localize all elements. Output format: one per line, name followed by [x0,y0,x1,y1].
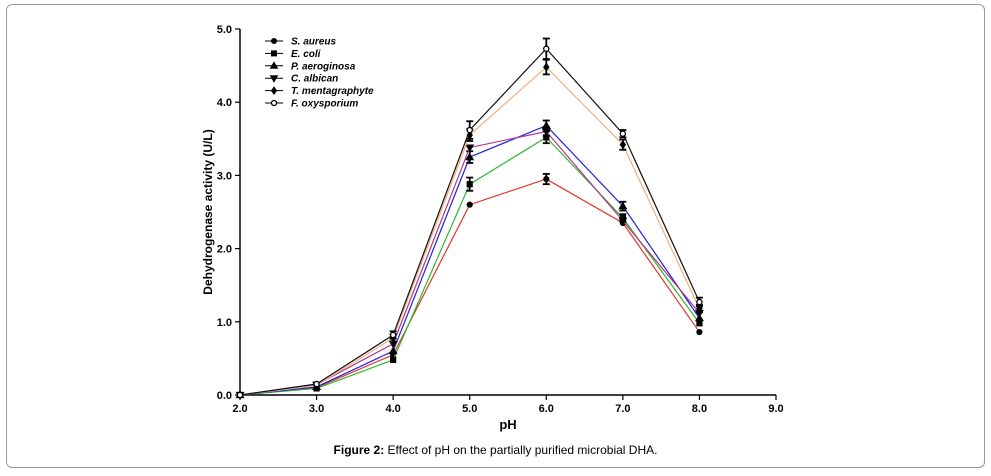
data-point-triangle-up [618,201,628,210]
y-tick-label: 5.0 [217,24,232,36]
y-tick-label: 1.0 [217,317,232,329]
x-tick-label: 3.0 [309,403,324,415]
x-tick-label: 2.0 [232,403,247,415]
data-point-square [466,181,473,188]
legend-item: P. aeroginosa [265,61,356,72]
legend-label: S. aureus [291,37,336,48]
series-f-oxysporium [236,37,703,399]
data-point-open-circle [696,298,703,306]
data-point-square [271,50,277,57]
series-p-aeroginosa [235,119,704,399]
y-axis-title: Dehydrogenase activity (U/L) [201,129,215,294]
data-point-open-circle [466,126,473,134]
chart-series-layer [235,37,704,400]
data-point-open-circle [236,391,244,399]
legend-label: C. albican [291,74,338,85]
x-tick-label: 9.0 [768,403,783,415]
data-point-square [696,320,703,327]
data-point-open-circle [619,130,627,137]
data-point-open-circle [543,45,550,53]
data-point-triangle-down [269,75,279,83]
x-tick-label: 7.0 [615,403,630,415]
data-point-open-circle [313,380,320,388]
data-point-triangle-down [541,128,551,137]
data-point-circle [696,328,703,336]
series-line [239,130,700,396]
data-point-open-circle [389,331,397,339]
figure-caption: Figure 2: Effect of pH on the partially … [0,443,991,457]
data-point-circle [543,175,550,183]
data-point-square [390,356,397,363]
legend-item: T. mentagraphyte [265,86,374,97]
data-point-triangle-up [388,346,398,355]
legend-item: S. aureus [265,37,336,48]
series-line [239,178,700,396]
legend-label: T. mentagraphyte [291,86,374,97]
y-tick-label: 4.0 [217,97,232,109]
y-tick-label: 2.0 [217,244,232,256]
x-tick-label: 5.0 [462,403,477,415]
legend-label: E. coli [291,49,321,60]
series-line [239,136,700,396]
x-axis-title: pH [499,417,516,432]
data-point-open-circle [270,99,278,107]
y-tick-label: 0.0 [217,390,232,402]
x-tick-label: 4.0 [385,403,400,415]
data-point-circle [271,38,277,44]
legend-item: E. coli [265,49,321,60]
data-point-diamond [619,140,627,150]
series-line [239,66,700,396]
data-point-diamond [270,86,278,95]
data-point-triangle-down [618,217,628,226]
data-point-triangle-up [694,313,704,322]
chart-axes: 2.0 3.0 4.0 5.0 6.0 7.0 8.0 9.0 0.0 1.0 2.0 3.0 4.0 5… [217,24,784,415]
series-line [239,124,700,396]
figure-frame [6,4,985,468]
legend-item: F. oxysporium [265,99,358,110]
series-s-aureus [236,173,703,399]
series-e-coli [236,130,703,399]
data-point-diamond [543,62,550,72]
y-tick-label: 3.0 [217,170,232,182]
legend-label: F. oxysporium [291,99,358,110]
x-tick-label: 8.0 [692,403,707,415]
data-point-triangle-up [269,61,279,69]
figure-caption-label: Figure 2: [333,443,385,457]
legend-label: P. aeroginosa [291,61,356,72]
data-point-circle [466,201,473,208]
data-point-triangle-down [465,144,475,153]
data-point-triangle-up [465,152,475,161]
x-tick-label: 6.0 [539,403,554,415]
legend-item: C. albican [265,74,338,85]
series-t-mentagraphyte [236,58,703,400]
data-point-diamond [696,304,703,314]
figure-caption-text: Effect of pH on the partially purified m… [387,443,658,457]
